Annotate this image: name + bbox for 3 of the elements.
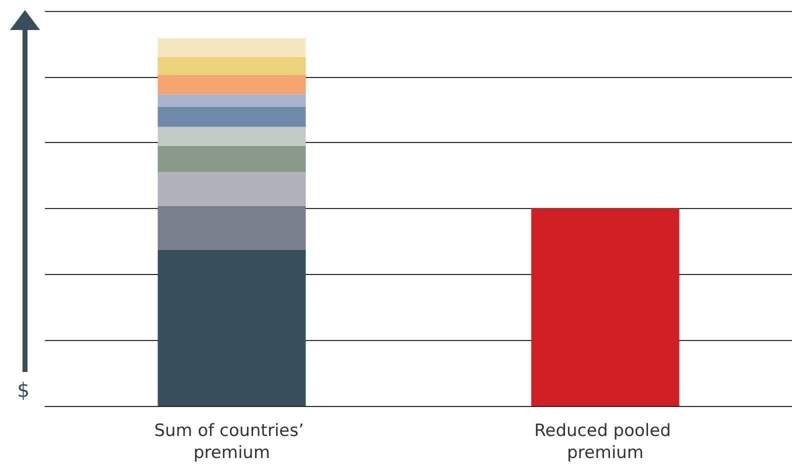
x-tick-label: Reduced pooled premium bbox=[534, 421, 676, 463]
x-tick-label: Sum of countries’ premium bbox=[154, 421, 310, 463]
y-axis-title: $ bbox=[17, 378, 30, 402]
